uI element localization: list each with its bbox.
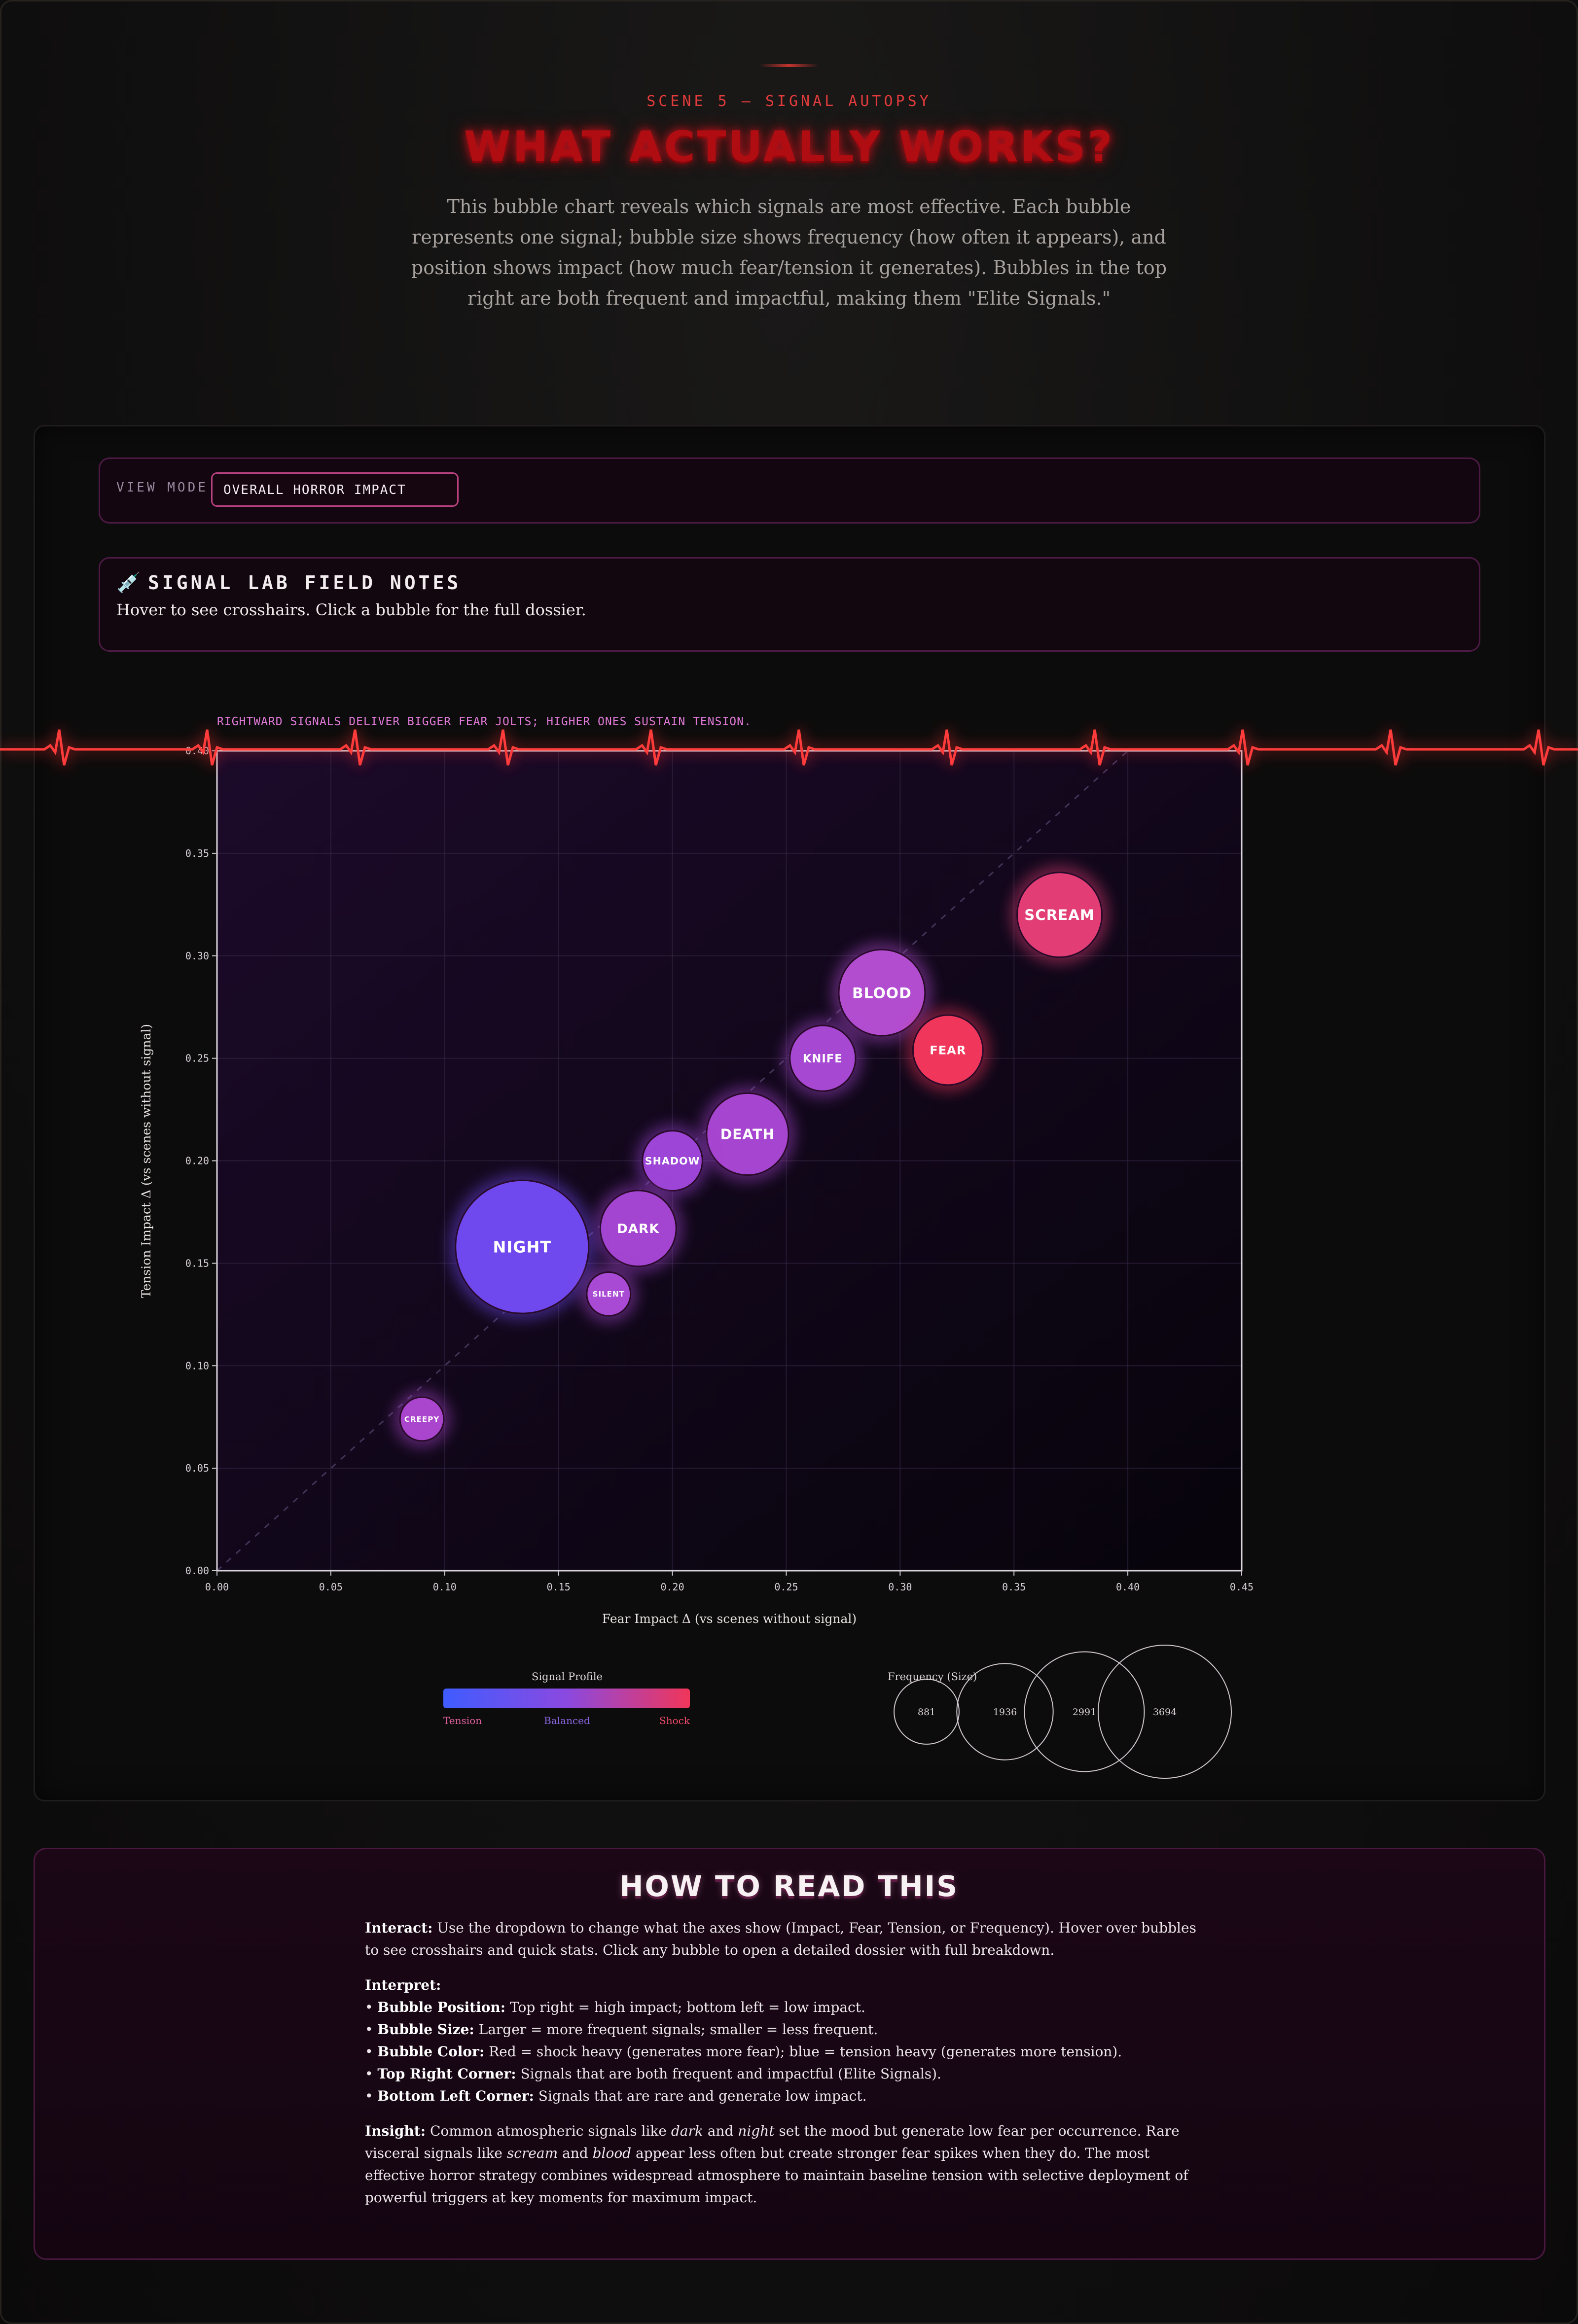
x-tick-label: 0.25 (774, 1581, 798, 1593)
y-tick-label: 0.35 (185, 847, 209, 859)
field-notes-title: SIGNAL LAB FIELD NOTES (148, 572, 462, 594)
bubble-circle[interactable] (789, 1024, 857, 1092)
y-tick-label: 0.25 (185, 1053, 209, 1064)
bubbles: SCREAM BLOOD FEAR KNIFE DEATH SHADOW DARK NIGHT… (393, 865, 1109, 1448)
bubble-circle[interactable] (455, 1179, 590, 1314)
y-axis-ticks: 0.000.050.100.150.200.250.300.350.40 (185, 745, 217, 1577)
color-legend-tension: Tension (443, 1715, 482, 1726)
bubble-label: NIGHT (493, 1238, 552, 1257)
bubble-circle[interactable] (642, 1130, 703, 1192)
bubble-circle[interactable] (586, 1271, 632, 1317)
bubble-scream[interactable]: SCREAM (1010, 865, 1109, 964)
bubble-circle[interactable] (706, 1092, 789, 1176)
how-to-read-body: Interact: Use the dropdown to change wha… (365, 1917, 1213, 2221)
color-legend-title: Signal Profile (532, 1671, 603, 1683)
bubble-label: DARK (617, 1222, 660, 1236)
x-tick-label: 0.00 (205, 1581, 229, 1593)
x-tick-label: 0.45 (1230, 1581, 1254, 1593)
y-tick-label: 0.15 (185, 1257, 209, 1269)
size-legend-value: 3694 (1153, 1707, 1177, 1718)
y-tick-label: 0.00 (185, 1565, 209, 1577)
size-legend-circle (1024, 1651, 1145, 1772)
size-legend: 881 1936 2991 3694 (894, 1645, 1232, 1779)
interpret-item: • Top Right Corner: Signals that are bot… (365, 2066, 941, 2082)
interpret-item: • Bubble Position: Top right = high impa… (365, 1999, 865, 2015)
bubble-fear[interactable]: FEAR (906, 1008, 990, 1092)
bubble-creepy[interactable]: CREEPY (393, 1390, 451, 1448)
x-tick-label: 0.40 (1116, 1581, 1140, 1593)
bubble-dark[interactable]: DARK (593, 1183, 683, 1273)
x-tick-label: 0.15 (547, 1581, 571, 1593)
size-legend-circle (1098, 1645, 1232, 1779)
bubble-silent[interactable]: SILENT (579, 1265, 638, 1323)
size-legend-title: Frequency (Size) (888, 1671, 977, 1683)
view-mode-select[interactable]: OVERALL HORROR IMPACT (211, 472, 459, 507)
bubble-label: SILENT (593, 1290, 625, 1299)
color-legend-balanced: Balanced (544, 1715, 590, 1726)
bubble-label: KNIFE (803, 1053, 843, 1065)
insight-paragraph: Insight: Common atmospheric signals like… (365, 2123, 1188, 2206)
chart-annotation: RIGHTWARD SIGNALS DELIVER BIGGER FEAR JO… (217, 715, 752, 728)
color-legend-shock: Shock (659, 1715, 690, 1726)
bubble-circle[interactable] (912, 1014, 984, 1086)
syringe-icon: 💉 (116, 571, 141, 594)
y-tick-label: 0.30 (185, 950, 209, 962)
bubble-chart: 0.00 0.05 0.10 0.15 0.20 0.25 0.30 0.35 0.40 0.45… (139, 715, 1254, 1779)
x-tick-label: 0.30 (888, 1581, 912, 1593)
field-notes-box (99, 557, 1480, 652)
bubble-knife[interactable]: KNIFE (783, 1018, 862, 1098)
how-to-read-panel (34, 1848, 1545, 2260)
bubble-shadow[interactable]: SHADOW (635, 1124, 710, 1198)
x-tick-label: 0.35 (1002, 1581, 1026, 1593)
x-tick-label: 0.05 (319, 1581, 343, 1593)
heartbeat-line (0, 729, 1578, 766)
x-tick-label: 0.10 (433, 1581, 457, 1593)
how-to-read-title: HOW TO READ THIS (619, 1869, 959, 1903)
field-notes-text: Hover to see crosshairs. Click a bubble … (116, 600, 586, 619)
bubble-circle[interactable] (599, 1190, 677, 1268)
bubble-label: SHADOW (645, 1155, 700, 1167)
page-title: WHAT ACTUALLY WORKS? (464, 122, 1114, 172)
bubble-circle[interactable] (399, 1396, 445, 1442)
y-axis-label: Tension Impact Δ (vs scenes without sign… (139, 1024, 153, 1298)
scene-kicker: SCENE 5 — SIGNAL AUTOPSY (646, 93, 932, 110)
bubble-death[interactable]: DEATH (699, 1086, 796, 1182)
bubble-night[interactable]: NIGHT (448, 1173, 596, 1321)
size-legend-value: 2991 (1073, 1707, 1096, 1718)
bubble-label: SCREAM (1024, 907, 1095, 923)
x-axis-ticks: 0.00 0.05 0.10 0.15 0.20 0.25 0.30 0.35 0.40 0.45 (205, 1571, 1254, 1593)
bubble-circle[interactable] (838, 949, 926, 1037)
bubble-blood[interactable]: BLOOD (831, 943, 932, 1043)
intro-paragraph: This bubble chart reveals which signals … (411, 196, 1167, 309)
bubble-label: FEAR (930, 1044, 966, 1057)
bubble-label: CREEPY (404, 1415, 439, 1424)
header-accent-line (759, 64, 819, 67)
view-mode-label: VIEW MODE (116, 480, 208, 495)
interact-paragraph: Interact: Use the dropdown to change wha… (365, 1920, 1196, 1958)
bubble-label: DEATH (720, 1127, 775, 1143)
x-axis-label: Fear Impact Δ (vs scenes without signal) (602, 1612, 857, 1626)
y-tick-label: 0.10 (185, 1360, 209, 1372)
color-legend-bar (443, 1689, 690, 1708)
size-legend-circle (894, 1679, 960, 1745)
x-tick-label: 0.20 (660, 1581, 684, 1593)
bubble-label: BLOOD (852, 985, 912, 1002)
y-tick-label: 0.20 (185, 1155, 209, 1167)
size-legend-value: 881 (918, 1707, 935, 1718)
heartbeat-trace (0, 729, 1578, 766)
interpret-item: • Bottom Left Corner: Signals that are r… (365, 2088, 867, 2104)
bubble-circle[interactable] (1016, 872, 1103, 958)
size-legend-circle (956, 1663, 1054, 1761)
interpret-item: • Bubble Color: Red = shock heavy (gener… (365, 2043, 1122, 2060)
interpret-heading: Interpret: (365, 1977, 441, 1993)
interpret-item: • Bubble Size: Larger = more frequent si… (365, 2021, 878, 2038)
y-tick-label: 0.05 (185, 1462, 209, 1474)
size-legend-value: 1936 (993, 1707, 1017, 1718)
